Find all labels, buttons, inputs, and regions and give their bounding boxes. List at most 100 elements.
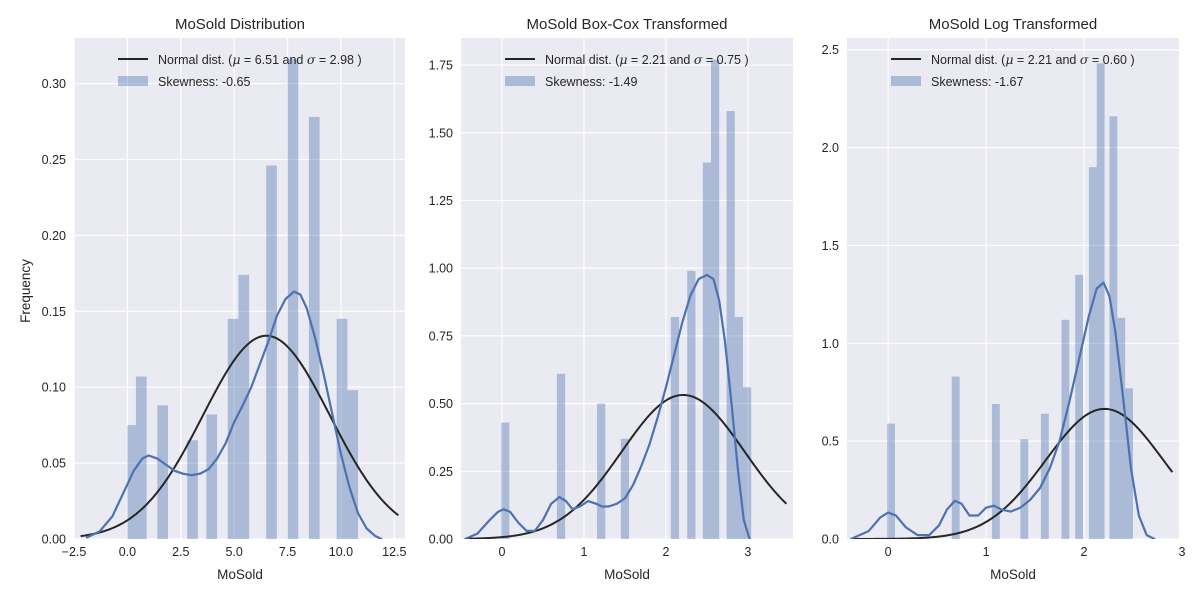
histogram-bar [1096, 63, 1105, 539]
panel-mosold-log-transformed: 0 1 2 3 0.0 0.5 1.0 1.5 2.0 2.5 MoSold Log Transf… [822, 16, 1186, 582]
plot-area: 0 1 2 3 0.00 0.25 0.50 0.75 1.00 1.25 1.50 1.75 [429, 38, 793, 559]
histogram [127, 59, 359, 539]
histogram-bar [1117, 317, 1126, 539]
x-tick-label: 0.0 [119, 545, 136, 559]
chart-title: MoSold Log Transformed [929, 16, 1097, 33]
kde-line [849, 281, 1156, 539]
histogram-bar [127, 425, 136, 539]
y-tick-label: 1.25 [429, 194, 453, 208]
histogram-bar [287, 59, 299, 539]
y-tick-label: 0.75 [429, 329, 453, 343]
y-tick-label: 0.10 [42, 381, 66, 395]
x-tick-label: 2 [1081, 545, 1088, 559]
y-tick-label: 0.00 [42, 533, 66, 547]
ticks: 0 1 2 3 0.0 0.5 1.0 1.5 2.0 2.5 [822, 43, 1186, 559]
histogram-bar [991, 403, 1000, 539]
ticks: 0 1 2 3 0.00 0.25 0.50 0.75 1.00 1.25 1.50 1.75 [429, 59, 752, 559]
legend: Normal dist. (μ = 6.51 and σ = 2.98 ) Ske… [118, 52, 362, 89]
histogram-bar [227, 318, 239, 539]
y-tick-label: 2.0 [822, 141, 839, 155]
y-tick-label: 0.0 [822, 533, 839, 547]
histogram-bar [238, 274, 250, 539]
histogram-bar [887, 423, 895, 539]
y-tick-label: 0.50 [429, 397, 453, 411]
histogram-bar [742, 387, 752, 539]
y-tick-label: 1.0 [822, 337, 839, 351]
x-tick-label: 2.5 [172, 545, 189, 559]
histogram-bar [157, 405, 168, 539]
histogram-bar [1088, 167, 1097, 539]
x-tick-label: 1 [580, 545, 587, 559]
legend: Normal dist. (μ = 2.21 and σ = 0.60 ) Ske… [891, 52, 1135, 89]
x-tick-label: 3 [1178, 545, 1185, 559]
legend-label: Skewness: -1.67 [931, 75, 1023, 89]
legend-swatch-histogram [891, 76, 921, 86]
kde-line [464, 273, 751, 539]
legend-swatch-histogram [118, 76, 148, 86]
histogram-bar [187, 440, 198, 539]
grid [73, 38, 405, 540]
legend-swatch-histogram [505, 76, 535, 86]
kde-line [85, 290, 383, 539]
histogram-bar [687, 270, 696, 539]
histogram [501, 59, 752, 539]
normal-fit-line [467, 393, 788, 539]
x-axis-label: MoSold [217, 567, 263, 582]
histogram-bar [711, 59, 720, 539]
histogram-bar [670, 316, 680, 539]
histogram-bar [734, 316, 743, 539]
y-tick-label: 1.5 [822, 239, 839, 253]
x-tick-label: 1 [983, 545, 990, 559]
panel-mosold-distribution: −2.5 0.0 2.5 5.0 7.5 10.0 12.5 0.00 0.05 0.10 0.15… [18, 16, 407, 582]
x-tick-label: 10.0 [329, 545, 353, 559]
legend-label: Normal dist. (μ = 2.21 and σ = 0.75 ) [545, 52, 749, 67]
histogram-bar [1075, 274, 1084, 539]
legend-label: Normal dist. (μ = 6.51 and σ = 2.98 ) [158, 52, 362, 67]
y-tick-label: 0.25 [42, 153, 66, 167]
plot-area: −2.5 0.0 2.5 5.0 7.5 10.0 12.5 0.00 0.05 0.10 0.15… [42, 38, 407, 559]
x-axis-label: MoSold [604, 567, 650, 582]
x-axis-label: MoSold [990, 567, 1036, 582]
y-axis-label: Frequency [18, 259, 33, 323]
histogram-bar [556, 373, 566, 539]
normal-fit-line [853, 407, 1174, 539]
histogram-bar [501, 422, 510, 539]
plot-area: 0 1 2 3 0.0 0.5 1.0 1.5 2.0 2.5 [822, 38, 1186, 559]
x-tick-label: 12.5 [382, 545, 406, 559]
histogram-bar [702, 162, 712, 539]
x-tick-label: 7.5 [279, 545, 296, 559]
y-tick-label: 0.5 [822, 435, 839, 449]
y-tick-label: 0.15 [42, 305, 66, 319]
y-tick-label: 1.00 [429, 262, 453, 276]
legend-label: Skewness: -1.49 [545, 75, 637, 89]
chart-title: MoSold Distribution [175, 16, 305, 33]
histogram-bar [726, 111, 735, 539]
legend-label: Skewness: -0.65 [158, 75, 250, 89]
ticks: −2.5 0.0 2.5 5.0 7.5 10.0 12.5 0.00 0.05 0.10 0.15… [42, 77, 407, 559]
histogram-bar [266, 165, 277, 539]
panel-mosold-box-cox-transformed: 0 1 2 3 0.00 0.25 0.50 0.75 1.00 1.25 1.50 1.75 MoS… [429, 16, 793, 582]
x-tick-label: 0 [885, 545, 892, 559]
histogram-bar [347, 390, 359, 539]
y-tick-label: 0.05 [42, 457, 66, 471]
x-tick-label: −2.5 [62, 545, 87, 559]
y-tick-label: 0.25 [429, 465, 453, 479]
y-tick-label: 2.5 [822, 43, 839, 57]
legend-label: Normal dist. (μ = 2.21 and σ = 0.60 ) [931, 52, 1135, 67]
histogram-bar [951, 376, 960, 539]
histogram-bar [135, 376, 147, 539]
histogram-bar [308, 116, 320, 539]
y-tick-label: 0.00 [429, 533, 453, 547]
normal-fit-line [80, 334, 399, 538]
x-tick-label: 3 [744, 545, 751, 559]
histogram-bar [1125, 388, 1133, 539]
y-tick-label: 1.75 [429, 59, 453, 73]
histogram-bar [206, 414, 218, 539]
y-tick-label: 0.20 [42, 229, 66, 243]
legend: Normal dist. (μ = 2.21 and σ = 0.75 ) Ske… [505, 52, 749, 89]
y-tick-label: 1.50 [429, 126, 453, 140]
x-tick-label: 2 [662, 545, 669, 559]
histogram-bar [1061, 319, 1070, 539]
axes-background [74, 38, 405, 539]
